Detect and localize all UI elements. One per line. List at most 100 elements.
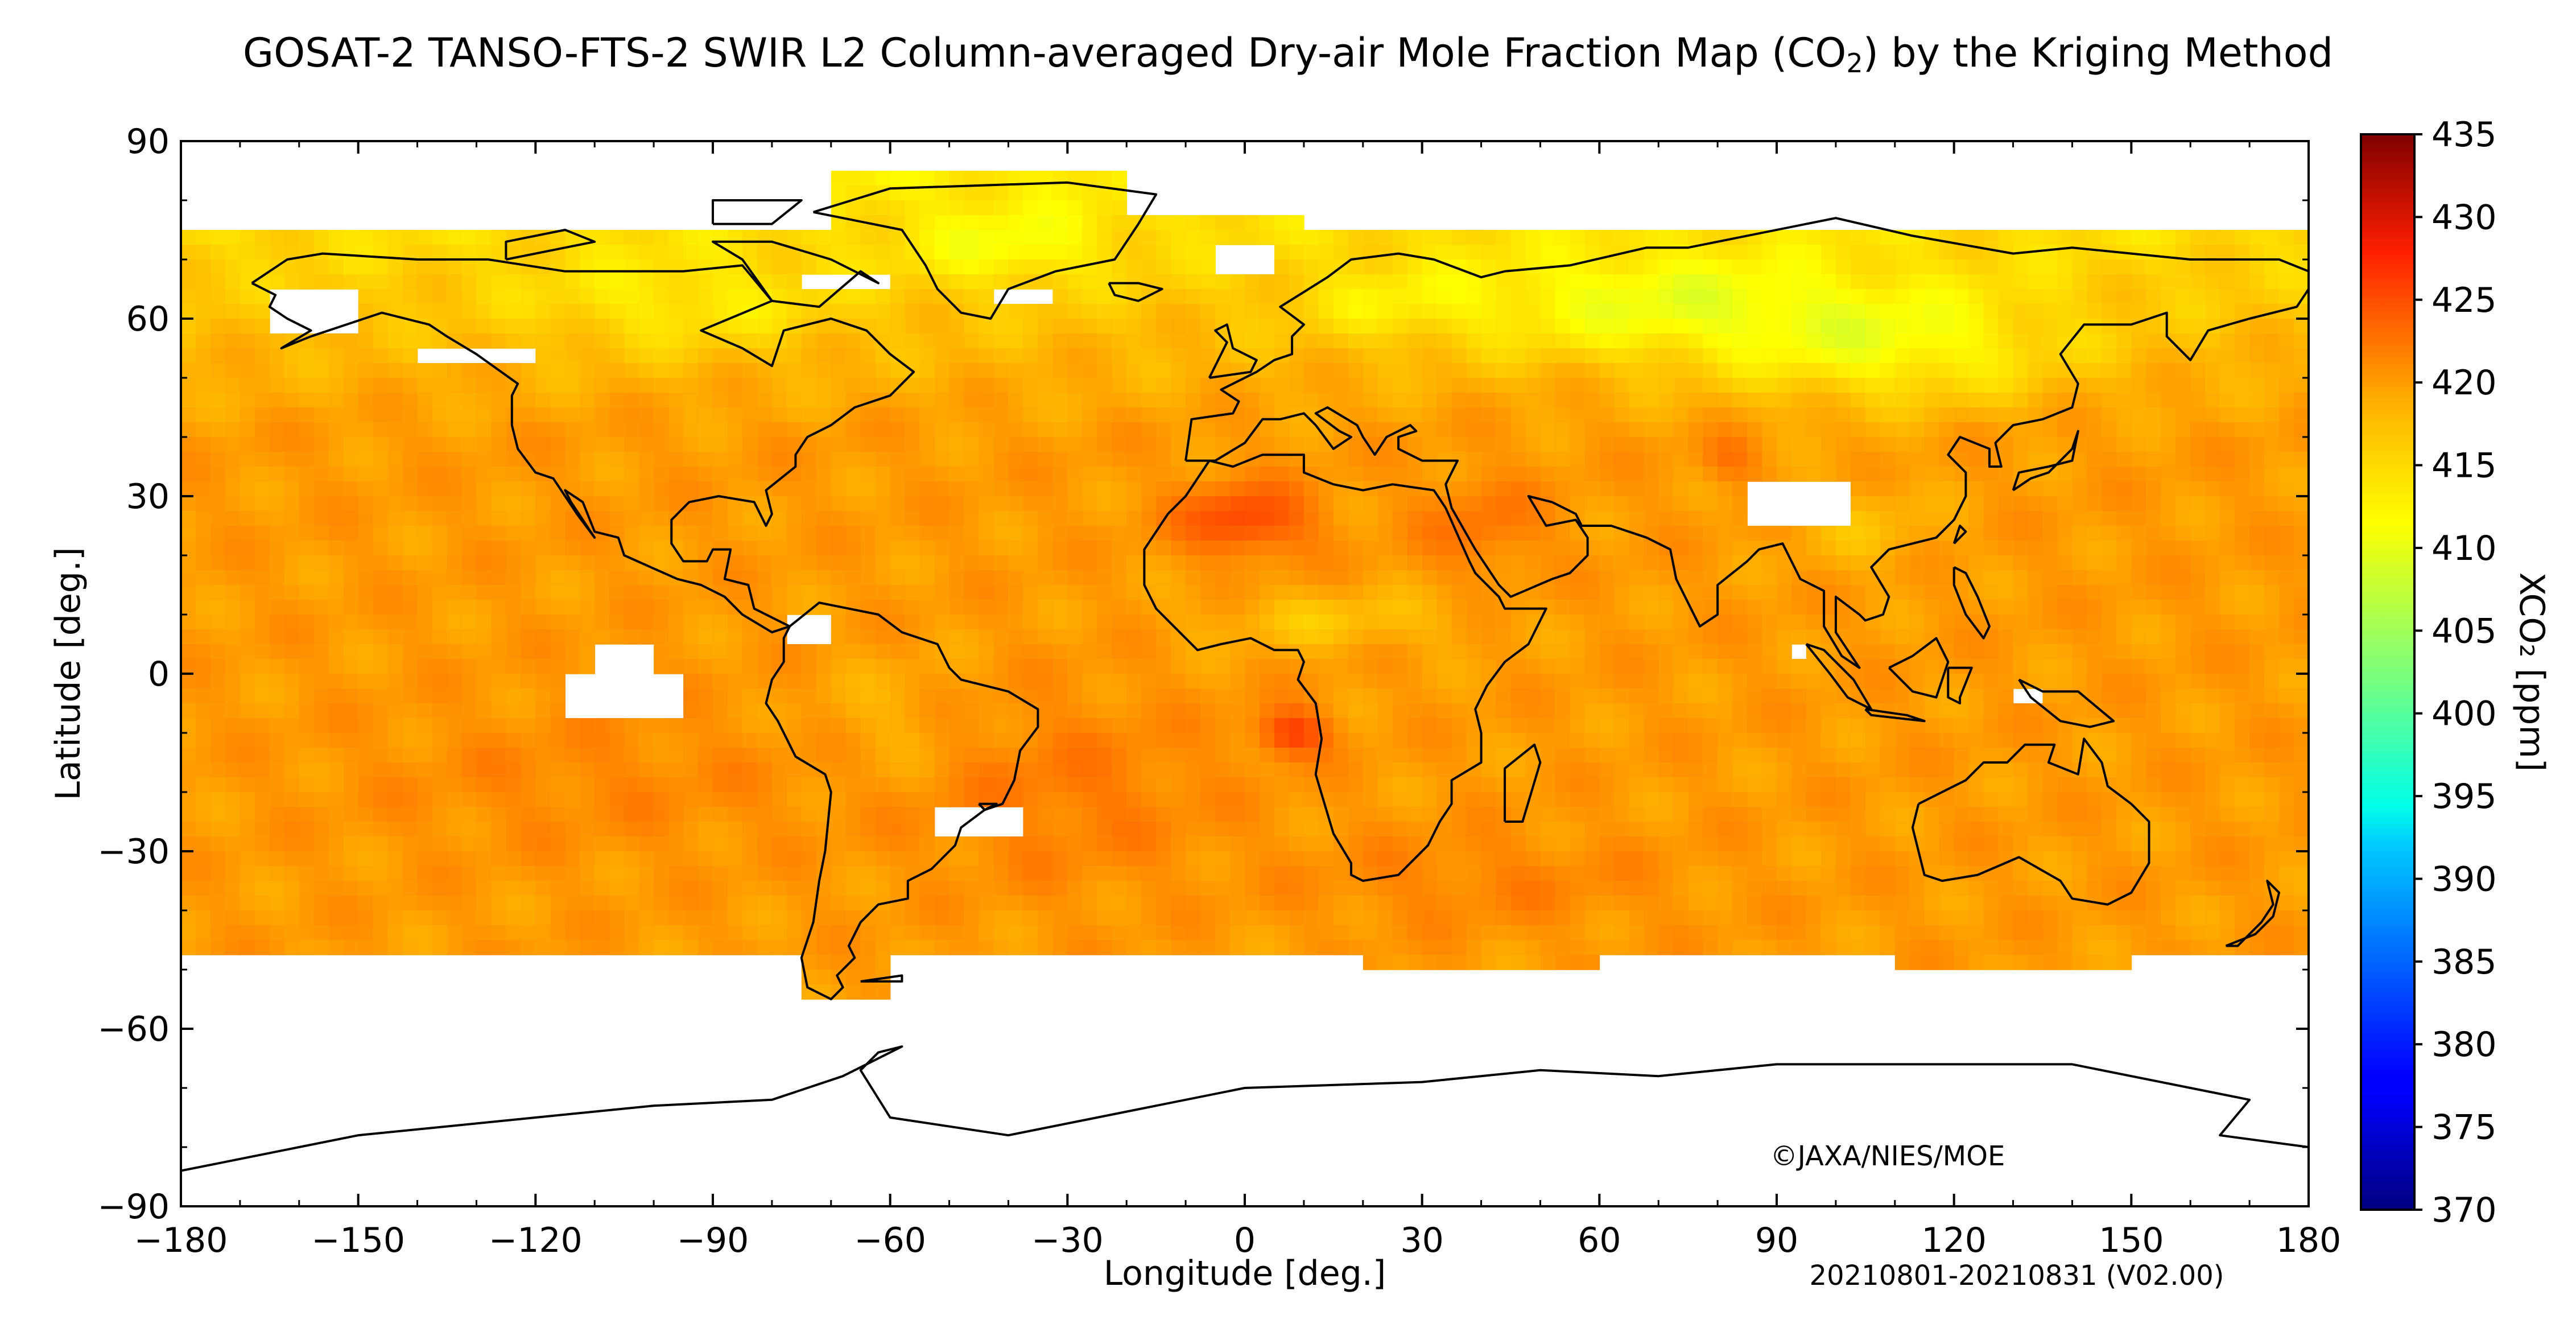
xco2-cell	[816, 541, 832, 556]
xco2-cell	[1260, 319, 1275, 334]
xco2-cell	[1333, 393, 1349, 408]
xco2-cell	[2249, 378, 2265, 393]
xco2-cell	[860, 570, 876, 586]
xco2-cell	[1540, 689, 1556, 704]
xco2-cell	[1215, 511, 1231, 526]
xco2-cell	[1451, 555, 1467, 571]
xco2-cell	[1688, 467, 1703, 482]
xco2-cell	[269, 526, 285, 541]
xco2-cell	[2072, 674, 2088, 689]
xco2-cell	[1673, 674, 1689, 689]
xco2-cell	[2279, 615, 2294, 630]
xco2-cell	[609, 378, 625, 393]
xco2-cell	[934, 185, 950, 201]
xco2-cell	[1939, 629, 1955, 645]
xco2-cell	[447, 674, 463, 689]
xco2-cell	[595, 407, 610, 423]
xco2-cell	[2013, 259, 2029, 275]
xco2-cell	[313, 481, 329, 497]
xco2-cell	[2279, 422, 2294, 438]
xco2-cell	[1939, 585, 1955, 600]
xco2-cell	[1629, 378, 1645, 393]
xco2-cell	[2116, 541, 2132, 556]
xco2-cell	[2264, 585, 2280, 600]
xco2-cell	[786, 422, 802, 438]
xco2-cell	[328, 230, 344, 245]
xco2-cell	[1008, 304, 1024, 319]
xco2-cell	[210, 319, 226, 334]
xco2-cell	[2220, 230, 2235, 245]
xco2-cell	[1570, 348, 1586, 364]
xco2-cell	[1333, 541, 1349, 556]
xco2-cell	[1820, 689, 1836, 704]
xco2-cell	[2028, 348, 2044, 364]
xco2-cell	[2279, 245, 2294, 260]
xco2-cell	[1112, 615, 1128, 630]
xco2-cell	[2146, 615, 2162, 630]
xco2-cell	[1112, 319, 1128, 334]
xco2-cell	[2116, 600, 2132, 615]
xco2-cell	[1082, 511, 1098, 526]
xco2-cell	[269, 689, 285, 704]
xco2-cell	[535, 703, 551, 719]
xco2-cell	[919, 245, 935, 260]
xco2-cell	[1865, 644, 1881, 659]
xco2-cell	[580, 304, 596, 319]
xco2-cell	[1333, 289, 1349, 304]
xco2-cell	[1968, 319, 1984, 334]
xco2-cell	[1968, 452, 1984, 467]
xco2-cell	[1156, 393, 1171, 408]
xco2-cell	[521, 289, 536, 304]
xco2-cell	[1599, 422, 1615, 438]
xco2-cell	[1850, 289, 1866, 304]
xco2-cell	[1141, 333, 1157, 349]
xco2-cell	[1008, 659, 1024, 674]
xco2-cell	[1644, 348, 1659, 364]
xco2-cell	[1570, 304, 1586, 319]
xco2-cell	[919, 733, 935, 748]
xco2-cell	[742, 600, 758, 615]
xco2-cell	[2264, 496, 2280, 512]
xco2-cell	[831, 230, 847, 245]
xco2-cell	[757, 333, 773, 349]
xco2-cell	[580, 733, 596, 748]
xco2-cell	[1481, 600, 1497, 615]
xco2-cell	[1909, 585, 1925, 600]
xco2-cell	[1466, 659, 1482, 674]
xco2-cell	[417, 437, 433, 452]
xco2-cell	[2013, 393, 2029, 408]
xco2-cell	[269, 555, 285, 571]
xco2-cell	[654, 511, 669, 526]
xco2-cell	[1924, 319, 1940, 334]
xco2-cell	[1171, 555, 1186, 571]
xco2-cell	[1126, 437, 1142, 452]
xco2-cell	[210, 511, 226, 526]
xco2-cell	[1082, 496, 1098, 512]
xco2-cell	[1525, 718, 1541, 733]
xco2-cell	[801, 259, 817, 275]
xco2-cell	[1614, 511, 1630, 526]
xco2-cell	[742, 452, 758, 467]
xco2-cell	[1407, 644, 1423, 659]
xco2-cell	[1939, 393, 1955, 408]
xco2-cell	[2235, 407, 2250, 423]
xco2-cell	[1082, 615, 1098, 630]
xco2-cell	[2042, 629, 2058, 645]
xco2-cell	[240, 393, 255, 408]
xco2-cell	[1614, 703, 1630, 719]
xco2-cell	[1215, 481, 1231, 497]
xco2-cell	[1377, 289, 1393, 304]
xco2-cell	[683, 363, 699, 378]
xco2-cell	[328, 378, 344, 393]
xco2-cell	[1850, 718, 1866, 733]
xco2-cell	[890, 718, 906, 733]
xco2-cell	[1038, 570, 1054, 586]
xco2-cell	[2013, 230, 2029, 245]
xco2-cell	[683, 452, 699, 467]
xco2-cell	[476, 541, 492, 556]
xco2-cell	[639, 585, 654, 600]
xco2-cell	[964, 333, 980, 349]
xco2-cell	[196, 304, 211, 319]
xco2-cell	[417, 274, 433, 290]
xco2-cell	[713, 348, 728, 364]
